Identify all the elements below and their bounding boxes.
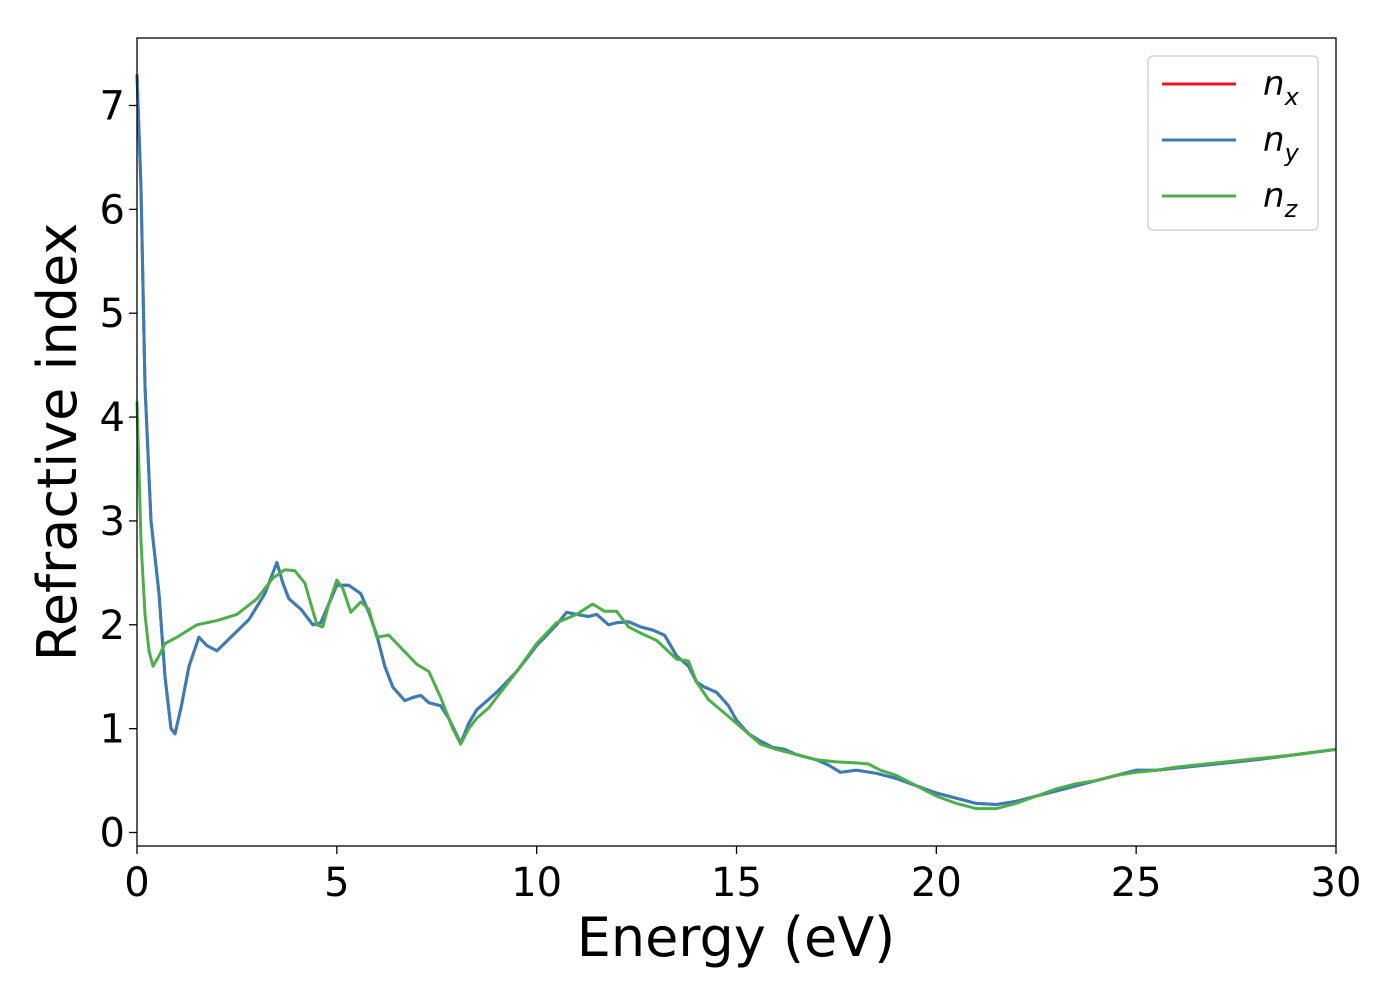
y-tick-label: 7 (100, 84, 125, 130)
legend-label-subscript: y (1284, 139, 1300, 167)
series-layer (135, 74, 1337, 811)
legend-label-base: n (1263, 176, 1285, 216)
legend-label-base: n (1263, 120, 1285, 160)
y-tick-label: 3 (100, 499, 125, 545)
y-tick-label: 5 (100, 291, 125, 337)
y-tick-label: 2 (100, 603, 125, 649)
plot-area (137, 38, 1336, 846)
legend-label-subscript: x (1284, 83, 1300, 111)
legend-box (1147, 55, 1319, 231)
tick-layer: 0 5 10 15 20 25 30 0 1 2 3 4 5 6 7 (100, 84, 1362, 906)
x-tick-label: 25 (1111, 860, 1162, 906)
y-axis-title: Refractive index (26, 223, 89, 662)
y-tick-label: 0 (100, 810, 125, 856)
x-tick-label: 15 (711, 860, 762, 906)
x-axis-title: Energy (eV) (577, 906, 896, 969)
x-tick-label: 10 (511, 860, 562, 906)
legend-label-z: nz (1263, 176, 1299, 223)
x-tick-label: 20 (911, 860, 962, 906)
x-tick-label: 30 (1311, 860, 1362, 906)
x-tick-label: 5 (324, 860, 349, 906)
y-tick-label: 6 (100, 187, 125, 233)
legend-label-y: ny (1263, 120, 1300, 167)
legend-label-subscript: z (1284, 195, 1299, 223)
y-tick-label: 1 (100, 707, 125, 753)
y-tick-label: 4 (100, 395, 125, 441)
series-line-z (135, 401, 1337, 811)
legend-label-base: n (1263, 64, 1285, 104)
legend-label-x: nx (1263, 64, 1300, 111)
x-tick-label: 0 (124, 860, 149, 906)
